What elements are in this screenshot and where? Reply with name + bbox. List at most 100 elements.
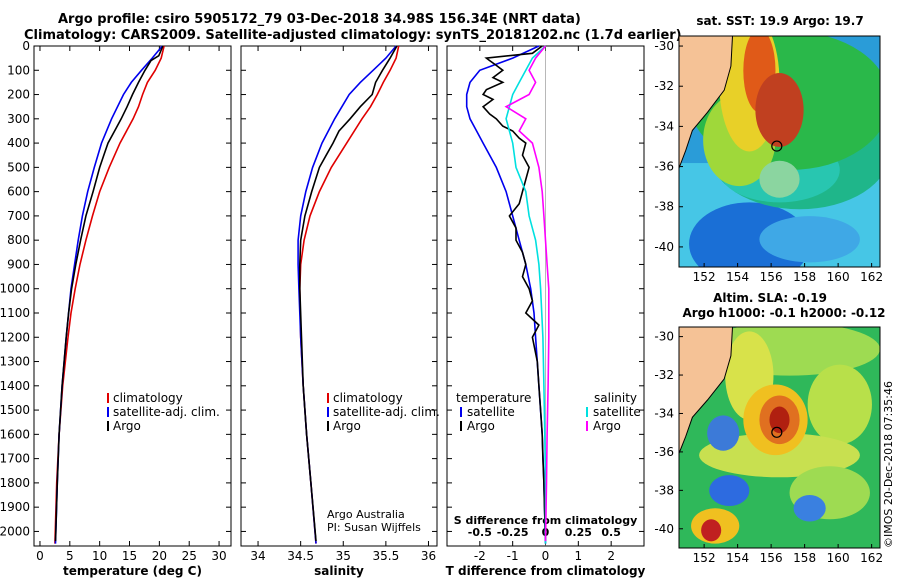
map-sst-frame: [678, 35, 881, 268]
map-sla-frame: [678, 326, 881, 549]
depth-tick-label: 1000: [0, 282, 30, 296]
argo-position-marker: [771, 426, 783, 438]
salinity-xlabel: salinity: [314, 564, 364, 578]
series-argo: [54, 45, 164, 542]
sla-map-title-line2: Argo h1000: -0.1 h2000: -0.12: [682, 306, 885, 320]
temperature-xtick-label: 0: [36, 549, 44, 563]
figure-title-line1: Argo profile: csiro 5905172_79 03-Dec-20…: [58, 12, 581, 27]
depth-tick-label: 0: [22, 39, 30, 53]
sst-hot-core: [755, 72, 804, 147]
salinity-xtick-label: 35: [336, 549, 351, 563]
map-sst-field: [679, 36, 880, 267]
depth-tick-label: 1300: [0, 355, 30, 369]
map-ytick-label: -32: [654, 368, 674, 382]
map-ytick-label: -34: [654, 119, 674, 133]
salinity-xtick-label: 34: [250, 549, 265, 563]
map-xtick-label: 152: [693, 270, 716, 284]
sla-ridge: [699, 433, 860, 478]
map-ytick-label: -38: [654, 200, 674, 214]
map-ytick-label: -32: [654, 79, 674, 93]
difference-xtick-label: 2: [607, 549, 615, 563]
legend-label-temp: Argo: [467, 419, 495, 433]
sla-high-core: [701, 519, 722, 542]
map-xtick-label: 160: [827, 270, 850, 284]
legend-label-temp: satellite: [467, 405, 515, 419]
depth-tick-label: 500: [7, 160, 30, 174]
difference-top-tick-label: 0.25: [565, 526, 592, 539]
temperature-xtick-label: 10: [92, 549, 107, 563]
salinity-frame: [240, 45, 438, 547]
difference-xtick-label: 0: [542, 549, 550, 563]
difference-xlabel: T difference from climatology: [446, 564, 646, 578]
depth-tick-label: 1700: [0, 452, 30, 466]
map-ytick-label: -40: [654, 240, 674, 254]
depth-tick-label: 400: [7, 136, 30, 150]
depth-tick-label: 1500: [0, 403, 30, 417]
temperature-xtick-label: 25: [182, 549, 197, 563]
sla-high-core: [769, 406, 790, 434]
sla-low: [793, 494, 826, 522]
depth-tick-label: 600: [7, 185, 30, 199]
depth-tick-label: 900: [7, 257, 30, 271]
depth-tick-label: 2000: [0, 524, 30, 538]
map-sla-field: [679, 327, 880, 548]
temperature-xtick-label: 15: [122, 549, 137, 563]
map-xtick-label: 162: [860, 551, 883, 565]
map-xtick-label: 156: [760, 270, 783, 284]
land-mass: [679, 327, 733, 455]
map-ytick-label: -30: [654, 330, 674, 344]
map-xtick-label: 160: [827, 551, 850, 565]
depth-tick-label: 1600: [0, 427, 30, 441]
map-ytick-label: -36: [654, 445, 674, 459]
sla-ridge: [807, 364, 872, 445]
map-ytick-label: -40: [654, 522, 674, 536]
series-salinity-satellite: [505, 45, 547, 544]
map-xtick-label: 156: [760, 551, 783, 565]
temperature-xtick-label: 30: [211, 549, 226, 563]
map-ytick-label: -38: [654, 483, 674, 497]
map-ytick-label: -34: [654, 406, 674, 420]
credit-line2: PI: Susan Wijffels: [327, 521, 421, 534]
sst-cold-patch: [759, 216, 860, 263]
depth-tick-label: 800: [7, 233, 30, 247]
legend-label: Argo: [113, 419, 141, 433]
legend-title-salinity: salinity: [594, 391, 637, 405]
map-xtick-label: 158: [793, 270, 816, 284]
depth-tick-label: 100: [7, 63, 30, 77]
legend-label-sal: satellite: [593, 405, 641, 419]
argo-position-marker: [771, 140, 783, 152]
sst-map-title: sat. SST: 19.9 Argo: 19.7: [696, 14, 863, 28]
depth-tick-label: 1800: [0, 476, 30, 490]
difference-top-tick-label: 0.5: [601, 526, 621, 539]
difference-top-tick-label: -0.25: [497, 526, 529, 539]
sla-map-title-line1: Altim. SLA: -0.19: [713, 291, 827, 305]
temperature-xtick-label: 5: [66, 549, 74, 563]
difference-xtick-label: -2: [474, 549, 486, 563]
temperature-xtick-label: 20: [152, 549, 167, 563]
legend-label: satellite-adj. clim.: [333, 405, 440, 419]
series-salinity-argo: [504, 45, 550, 542]
depth-tick-label: 200: [7, 88, 30, 102]
depth-tick-label: 1400: [0, 379, 30, 393]
difference-xtick-label: -1: [507, 549, 519, 563]
map-xtick-label: 154: [726, 551, 749, 565]
depth-tick-label: 1200: [0, 330, 30, 344]
figure-title-line2: Climatology: CARS2009. Satellite-adjuste…: [24, 28, 682, 43]
depth-tick-label: 1100: [0, 306, 30, 320]
temperature-xlabel: temperature (deg C): [63, 564, 202, 578]
salinity-xtick-label: 36: [421, 549, 436, 563]
timestamp: ©IMOS 20-Dec-2018 07:35:46: [882, 381, 895, 548]
map-xtick-label: 158: [793, 551, 816, 565]
legend-label: climatology: [333, 391, 403, 405]
difference-top-tick-label: -0.5: [468, 526, 492, 539]
depth-tick-label: 1900: [0, 500, 30, 514]
map-ytick-label: -30: [654, 39, 674, 53]
salinity-xtick-label: 34.5: [287, 549, 314, 563]
legend-label: climatology: [113, 391, 183, 405]
difference-xtick-label: 1: [575, 549, 583, 563]
